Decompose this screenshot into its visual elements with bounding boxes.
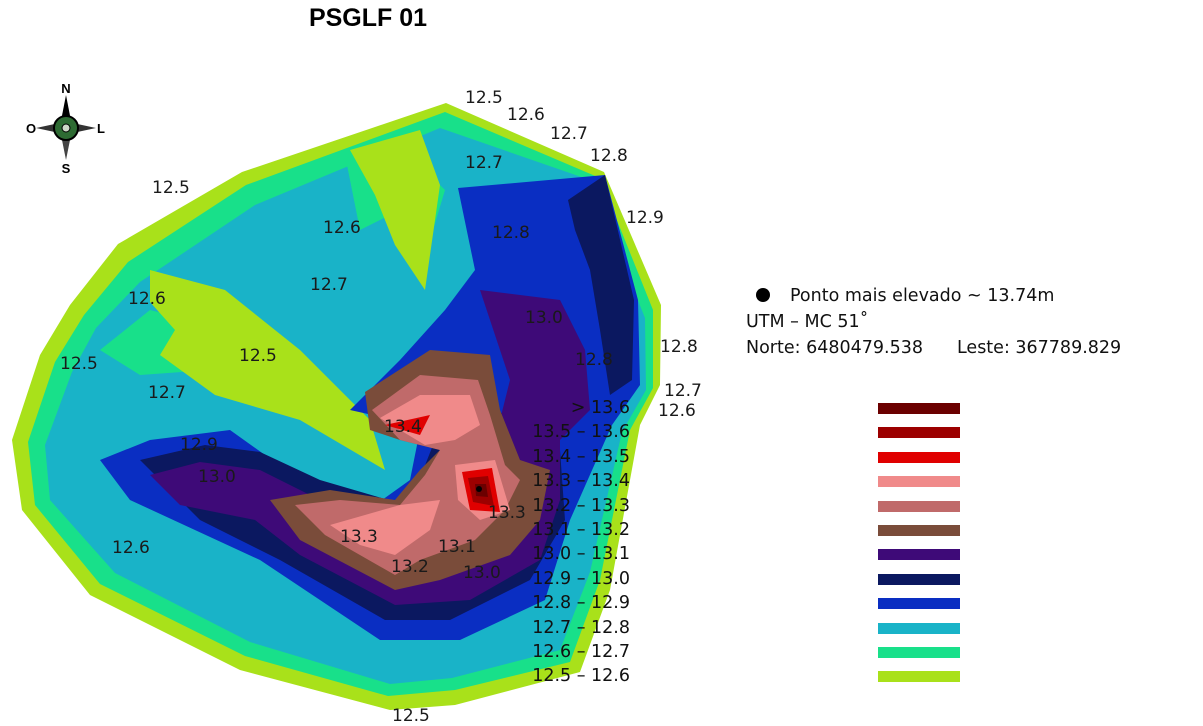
contour-label: 12.7 — [310, 275, 348, 295]
map-title: PSGLF 01 — [308, 4, 428, 32]
legend-swatch — [878, 524, 960, 536]
contour-label: 12.7 — [148, 383, 186, 403]
legend-label: 13.3 – 13.4 — [532, 471, 630, 492]
contour-label: 13.1 — [438, 537, 476, 557]
legend-swatch — [878, 598, 960, 610]
projection-label: UTM – MC 51˚ — [746, 312, 869, 332]
highest-point-marker — [476, 486, 482, 492]
legend-swatch — [878, 646, 960, 658]
legend-swatch — [878, 427, 960, 439]
contour-label: 13.0 — [525, 308, 563, 328]
contour-label: 12.8 — [492, 223, 530, 243]
highest-point-label: Ponto mais elevado ~ 13.74m — [790, 286, 1055, 306]
contour-label: 12.6 — [112, 538, 150, 558]
legend-swatch — [878, 549, 960, 561]
contour-label: 12.5 — [392, 706, 430, 726]
legend-swatch — [878, 403, 960, 414]
band-13-3 — [380, 395, 480, 445]
contour-label: 12.5 — [152, 178, 190, 198]
legend-label: 12.5 – 12.6 — [532, 666, 630, 687]
contour-label: 13.3 — [340, 527, 378, 547]
legend-label: 12.6 – 12.7 — [532, 641, 630, 662]
contour-label: 12.5 — [465, 88, 503, 108]
band-12-9 — [568, 175, 634, 395]
band-12-5-inner-top — [350, 130, 440, 290]
compass-west-letter: O — [26, 121, 36, 136]
legend-swatch — [878, 671, 960, 683]
legend-swatch — [878, 573, 960, 585]
contour-label: 12.7 — [465, 153, 503, 173]
contour-label: 13.0 — [463, 563, 501, 583]
compass-south-letter: S — [62, 161, 71, 176]
legend-label: 13.2 – 13.3 — [532, 495, 630, 516]
legend-swatch — [878, 622, 960, 634]
legend-label: 13.0 – 13.1 — [532, 544, 630, 565]
contour-label: 12.7 — [550, 124, 588, 144]
band-12-5-inner-left — [150, 270, 385, 470]
legend-label: 12.9 – 13.0 — [532, 568, 630, 589]
highest-point-info: Ponto mais elevado ~ 13.74m UTM – MC 51˚… — [746, 283, 1121, 361]
contour-label: 12.5 — [60, 354, 98, 374]
contour-labels: 12.5 12.6 12.7 12.8 12.7 12.9 12.5 12.6 … — [60, 88, 702, 726]
norte-coordinate: Norte: 6480479.538 — [746, 338, 923, 358]
contour-label: 12.8 — [660, 337, 698, 357]
compass-center — [61, 123, 71, 133]
legend-label: > 13.6 — [570, 398, 630, 418]
contour-label: 12.8 — [590, 146, 628, 166]
legend-swatch — [878, 500, 960, 512]
coordinates-row: Norte: 6480479.538 Leste: 367789.829 — [746, 335, 1121, 361]
legend-swatch — [878, 476, 960, 488]
highest-point-dot-icon — [756, 288, 770, 302]
legend-label: 12.8 – 12.9 — [532, 593, 630, 614]
contour-bands — [12, 103, 661, 710]
contour-label: 12.6 — [658, 401, 696, 421]
compass-rose-icon: N S O L — [26, 81, 105, 176]
legend-label: 12.7 – 12.8 — [532, 617, 630, 638]
compass-east-letter: L — [97, 121, 105, 136]
contour-label: 13.3 — [488, 503, 526, 523]
contour-label: 12.7 — [664, 381, 702, 401]
legend-label: 13.5 – 13.6 — [532, 422, 630, 443]
contour-label: 12.9 — [180, 435, 218, 455]
contour-label: 13.0 — [198, 467, 236, 487]
contour-label: 12.5 — [239, 346, 277, 366]
band-13-4 — [385, 415, 430, 435]
contour-label: 13.4 — [384, 417, 422, 437]
legend-label: 13.1 – 13.2 — [532, 519, 630, 540]
compass-north-letter: N — [61, 81, 70, 96]
contour-label: 13.2 — [391, 557, 429, 577]
highest-point-row: Ponto mais elevado ~ 13.74m — [746, 283, 1121, 309]
leste-coordinate: Leste: 367789.829 — [956, 338, 1122, 358]
contour-label: 12.9 — [626, 208, 664, 228]
contour-label: 12.6 — [323, 218, 361, 238]
contour-label: 12.6 — [507, 105, 545, 125]
legend-swatch — [878, 451, 960, 463]
band-13-3-lower — [330, 500, 440, 555]
contour-label: 12.6 — [128, 289, 166, 309]
legend-label: 13.4 – 13.5 — [532, 446, 630, 467]
contour-label: 12.8 — [575, 350, 613, 370]
